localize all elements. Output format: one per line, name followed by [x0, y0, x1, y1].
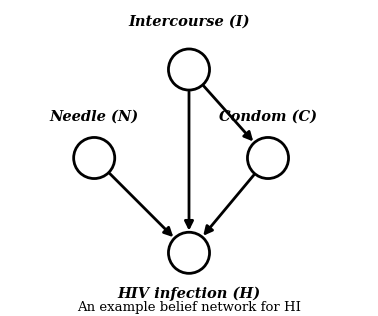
Text: Needle (N): Needle (N) — [50, 110, 139, 124]
Text: Intercourse (I): Intercourse (I) — [128, 15, 250, 29]
Text: HIV infection (H): HIV infection (H) — [118, 287, 260, 301]
Text: Condom (C): Condom (C) — [219, 110, 317, 124]
Circle shape — [74, 137, 115, 179]
Circle shape — [169, 232, 209, 273]
Text: An example belief network for HI: An example belief network for HI — [77, 301, 301, 314]
Circle shape — [169, 49, 209, 90]
Circle shape — [248, 137, 288, 179]
